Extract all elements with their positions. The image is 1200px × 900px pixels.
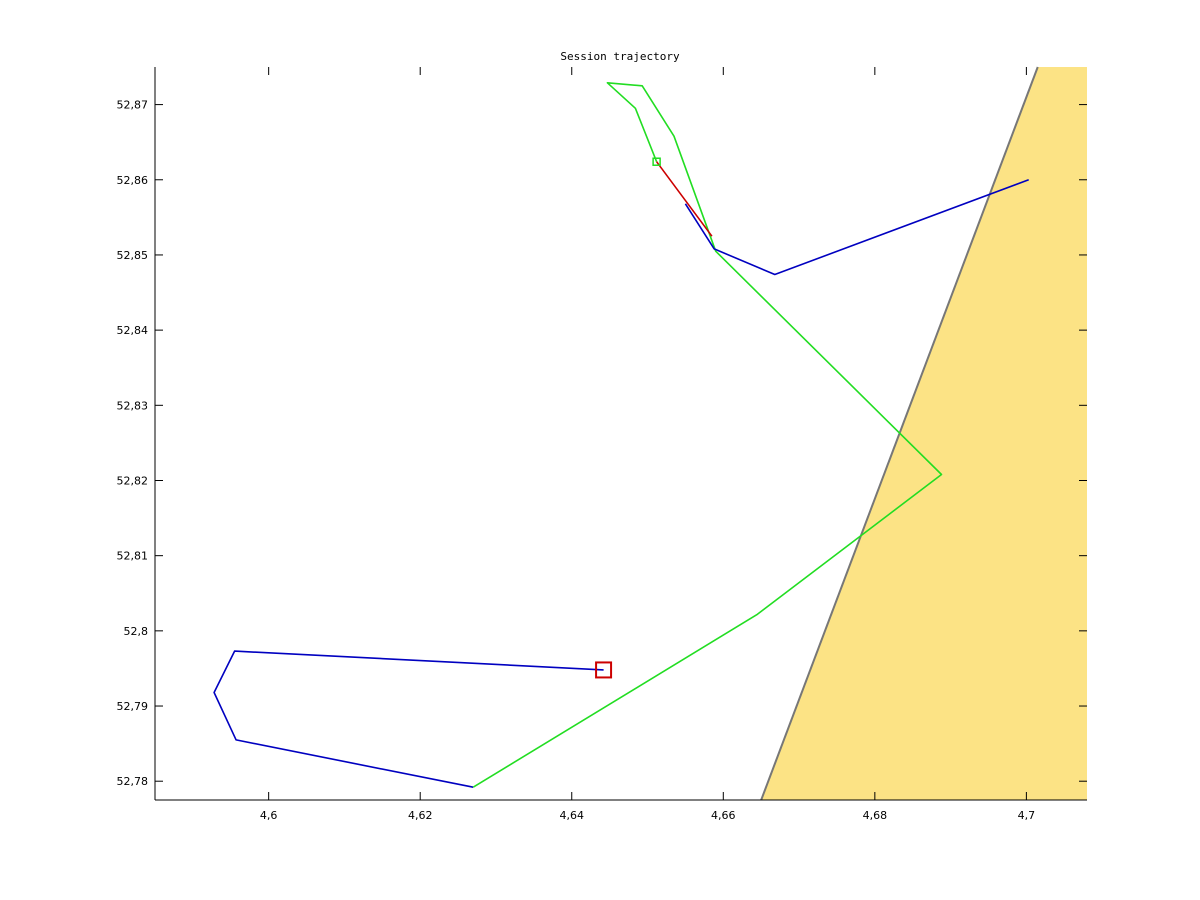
y-tick-label: 52,82 xyxy=(117,474,149,487)
y-tick-label: 52,81 xyxy=(117,550,149,563)
chart-title: Session trajectory xyxy=(560,50,680,63)
y-tick-label: 52,79 xyxy=(117,700,149,713)
y-tick-label: 52,86 xyxy=(117,174,149,187)
marker-1 xyxy=(595,661,613,679)
x-axis-ticks: 4,6 4,62 4,64 4,66 4,68 4,7 xyxy=(260,67,1035,822)
x-tick-label: 4,7 xyxy=(1018,809,1036,822)
x-tick-label: 4,6 xyxy=(260,809,278,822)
series-line-2 xyxy=(472,82,943,788)
land-fill xyxy=(761,67,1087,800)
series-line-3 xyxy=(655,161,713,237)
y-tick-label: 52,83 xyxy=(117,399,149,412)
series-line-4 xyxy=(684,179,1029,276)
x-tick-label: 4,62 xyxy=(408,809,433,822)
series-lines xyxy=(213,82,1029,788)
marker-2 xyxy=(652,157,661,166)
y-tick-label: 52,84 xyxy=(117,324,149,337)
land-area xyxy=(760,66,1087,801)
y-tick-label: 52,87 xyxy=(117,99,149,112)
x-tick-label: 4,64 xyxy=(559,809,584,822)
x-tick-label: 4,68 xyxy=(863,809,888,822)
y-tick-label: 52,8 xyxy=(124,625,149,638)
y-axis-ticks: 52,78 52,79 52,8 52,81 52,82 52,83 52,84 52,85 5… xyxy=(117,99,1087,788)
series-line-1 xyxy=(213,650,604,788)
x-tick-label: 4,66 xyxy=(711,809,736,822)
position-markers xyxy=(595,157,661,679)
y-tick-label: 52,78 xyxy=(117,775,149,788)
y-tick-label: 52,85 xyxy=(117,249,149,262)
